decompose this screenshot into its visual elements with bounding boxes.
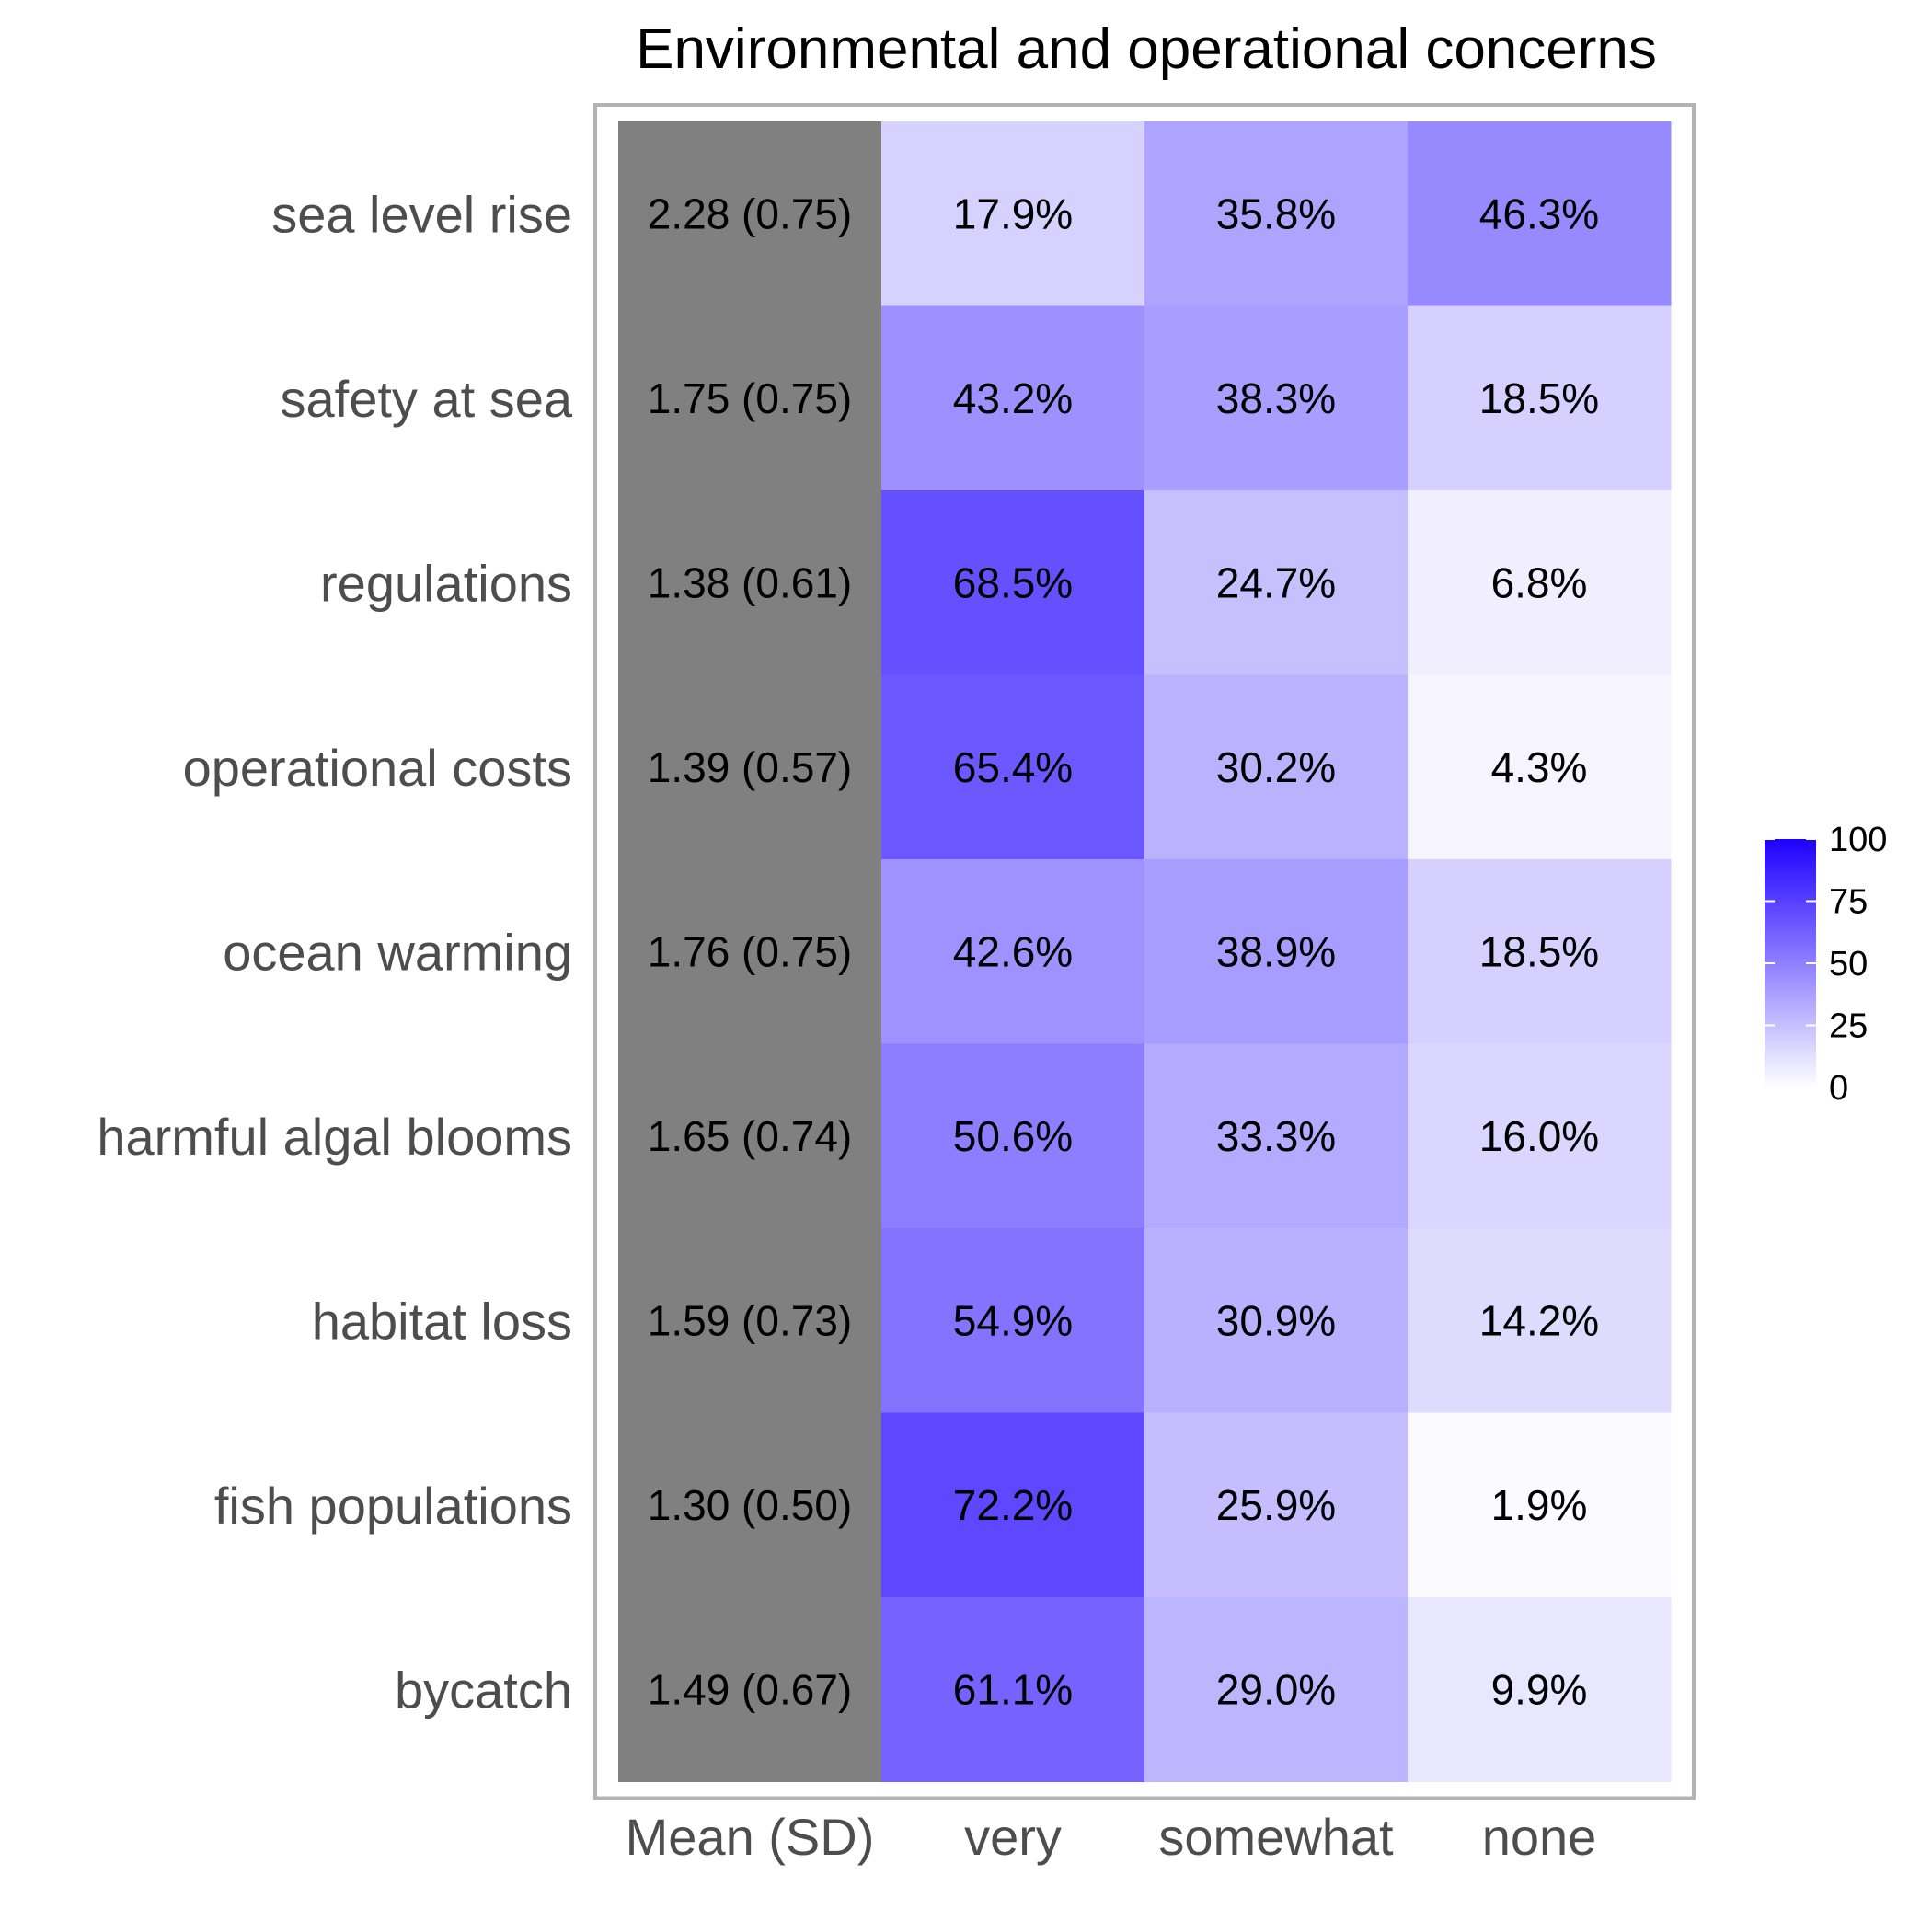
heatmap-cell [881,1043,1145,1229]
heatmap-cell [1144,859,1409,1044]
legend-tick-label: 25 [1829,1007,1868,1046]
cell-value-label: 30.9% [1216,1296,1336,1344]
cell-value-label: 68.5% [953,558,1073,606]
heatmap-cell [1144,1228,1409,1413]
heatmap-cell [881,305,1145,491]
cell-value-label: 1.9% [1491,1481,1588,1529]
cell-label-mean: 1.38 (0.61) [648,558,852,606]
column-label: none [1482,1808,1597,1866]
row-label: harmful algal blooms [97,1108,572,1166]
heatmap-cells [618,121,1672,1782]
heatmap-cell [1408,1228,1672,1413]
cell-value-label: 14.2% [1479,1296,1599,1344]
chart-title: Environmental and operational concerns [636,17,1657,81]
legend-tick-label: 50 [1829,945,1868,983]
heatmap-cell-mean [618,490,882,675]
column-label: Mean (SD) [626,1808,875,1866]
heatmap-cell-mean [618,1412,882,1598]
heatmap-cell [1144,1043,1409,1229]
row-label: bycatch [395,1661,572,1719]
heatmap-cell [881,490,1145,675]
cell-value-label: 35.8% [1216,190,1336,237]
heatmap-cell [1144,1412,1409,1598]
cell-value-label: 30.2% [1216,743,1336,791]
cell-value-label: 4.3% [1491,743,1588,791]
heatmap-cell [881,121,1145,306]
cell-value-label: 18.5% [1479,927,1599,975]
cell-value-label: 50.6% [953,1112,1073,1160]
cell-label-mean: 1.75 (0.75) [648,374,852,422]
heatmap-cell [1144,674,1409,860]
cell-value-label: 9.9% [1491,1665,1588,1713]
heatmap-cell [881,674,1145,860]
legend-tick-label: 100 [1829,821,1887,859]
cell-value-label: 16.0% [1479,1112,1599,1160]
row-label: safety at sea [280,370,572,428]
panel-border [593,103,1696,1800]
cell-value-label: 24.7% [1216,558,1336,606]
row-label: sea level rise [271,185,572,243]
heatmap-cell [1144,490,1409,675]
column-label: somewhat [1158,1808,1394,1866]
column-label: very [964,1808,1062,1866]
row-labels: sea level rise safety at sea regulations op… [97,185,573,1719]
cell-value-label: 43.2% [953,374,1073,422]
cell-value-label: 72.2% [953,1481,1073,1529]
cell-label-mean: 1.65 (0.74) [648,1112,852,1160]
heatmap-cell [881,859,1145,1044]
heatmap-cell-mean [618,859,882,1044]
cell-value-label: 65.4% [953,743,1073,791]
column-labels: Mean (SD) very somewhat none [626,1808,1597,1866]
cell-value-label: 46.3% [1479,190,1599,237]
heatmap-cell-mean [618,121,882,306]
heatmap-cell-mean [618,1228,882,1413]
heatmap-cell [881,1412,1145,1598]
cell-value-label: 6.8% [1491,558,1588,606]
heatmap-cell [1408,1597,1672,1782]
cell-value-label: 38.9% [1216,927,1336,975]
heatmap-cell-mean [618,1043,882,1229]
cell-label-mean: 1.49 (0.67) [648,1665,852,1713]
row-label: habitat loss [312,1292,572,1350]
cell-value-label: 38.3% [1216,374,1336,422]
heatmap-cell [1144,121,1409,306]
cell-value-label: 17.9% [953,190,1073,237]
heatmap-cell [1144,1597,1409,1782]
heatmap-cell [1408,121,1672,306]
cell-value-labels: 2.28 (0.75) 1.75 (0.75) 1.38 (0.61) 1.39 (0… [648,190,1599,1713]
color-legend: 0 25 50 75 100 [1765,821,1887,1108]
cell-value-label: 61.1% [953,1665,1073,1713]
heatmap-cell [1408,859,1672,1044]
heatmap-cell-mean [618,674,882,860]
row-label: operational costs [183,739,572,797]
cell-value-label: 25.9% [1216,1481,1336,1529]
heatmap-cell [1408,1043,1672,1229]
heatmap-cell [1408,490,1672,675]
legend-tick-label: 0 [1829,1069,1848,1108]
cell-value-label: 18.5% [1479,374,1599,422]
row-label: ocean warming [223,923,572,981]
cell-label-mean: 2.28 (0.75) [648,190,852,237]
heatmap-cell [1408,1412,1672,1598]
heatmap-cell-mean [618,1597,882,1782]
row-label: fish populations [214,1477,572,1535]
cell-label-mean: 1.59 (0.73) [648,1296,852,1344]
cell-value-label: 42.6% [953,927,1073,975]
cell-label-mean: 1.39 (0.57) [648,743,852,791]
legend-tick-label: 75 [1829,883,1868,922]
cell-value-label: 33.3% [1216,1112,1336,1160]
heatmap-cell [881,1228,1145,1413]
heatmap-cell [1408,674,1672,860]
cell-value-label: 29.0% [1216,1665,1336,1713]
cell-label-mean: 1.76 (0.75) [648,927,852,975]
heatmap-cell [1408,305,1672,491]
heatmap-cell [881,1597,1145,1782]
cell-label-mean: 1.30 (0.50) [648,1481,852,1529]
row-label: regulations [320,554,572,612]
heatmap-cell [1144,305,1409,491]
cell-value-label: 54.9% [953,1296,1073,1344]
heatmap-cell-mean [618,305,882,491]
